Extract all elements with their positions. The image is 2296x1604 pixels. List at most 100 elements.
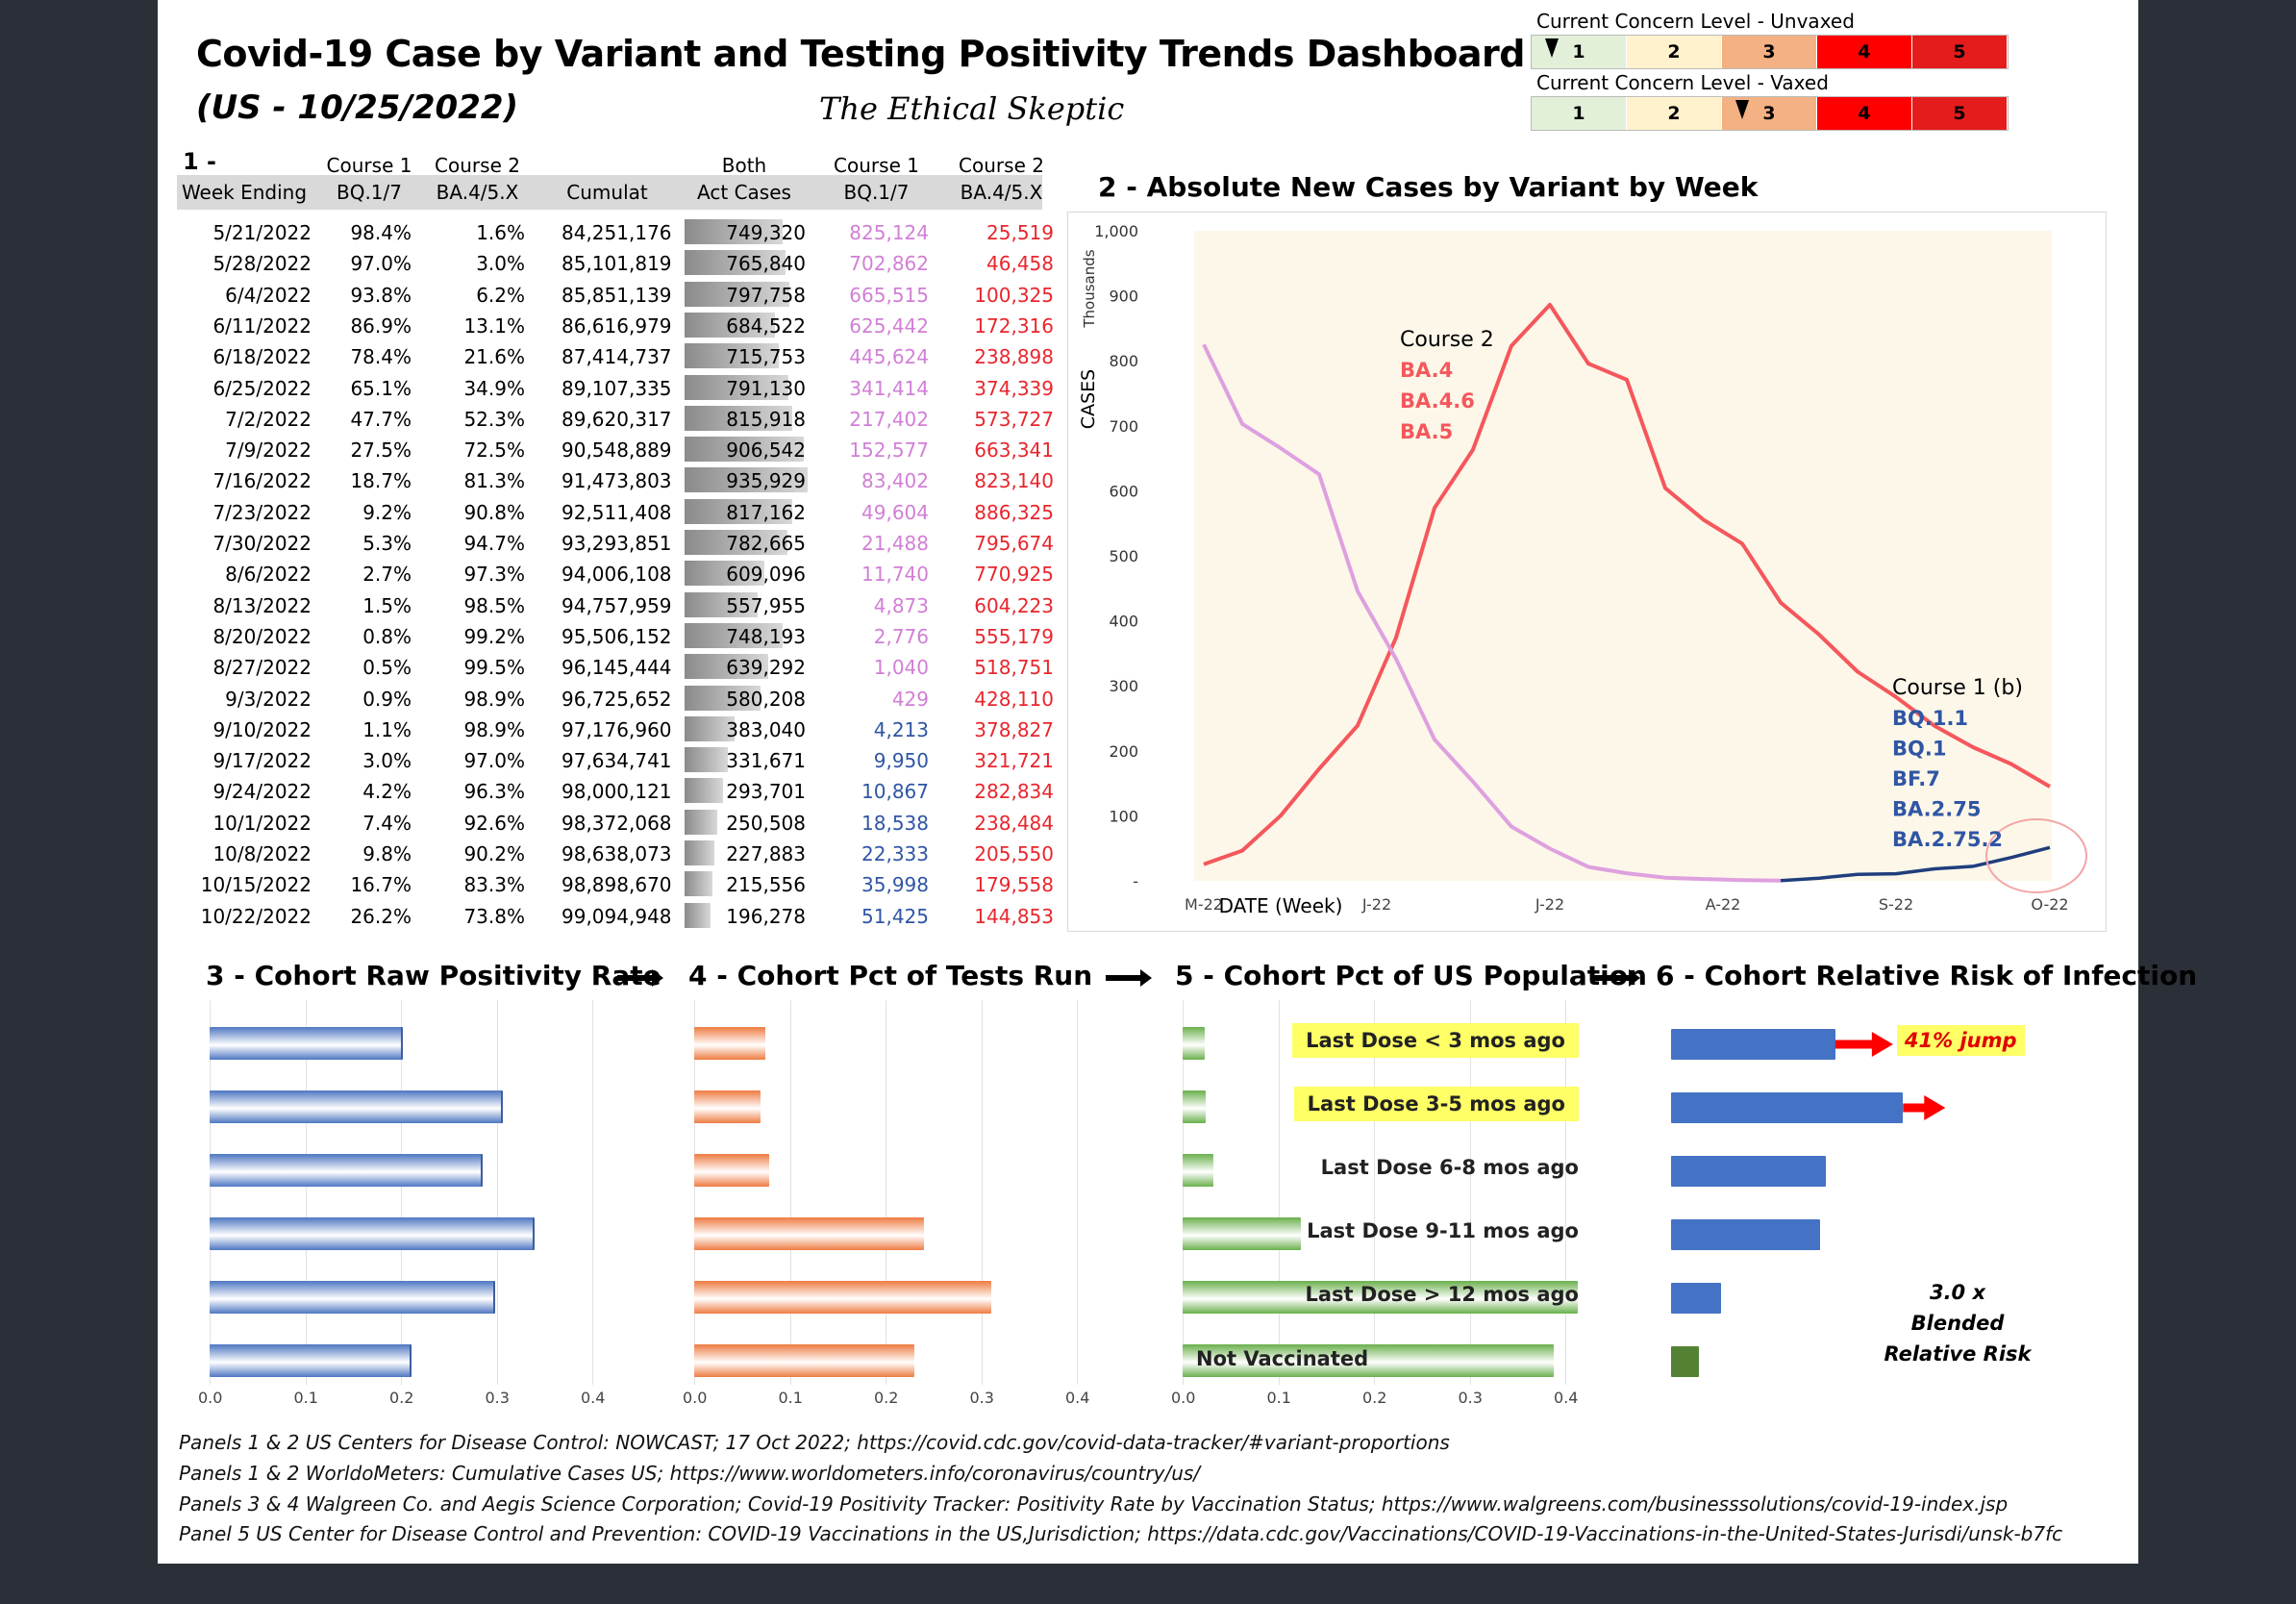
table-cell: 6.2% bbox=[476, 283, 525, 307]
act-cases-bar bbox=[685, 809, 718, 835]
table-cell: 22,333 bbox=[861, 842, 929, 865]
grid-line bbox=[789, 1000, 791, 1385]
table-cell: 331,671 bbox=[726, 749, 806, 773]
table-header-cell: Act Cases bbox=[697, 181, 791, 204]
table-cell: 770,925 bbox=[974, 563, 1054, 587]
course1-variant-label: BF.7 bbox=[1892, 767, 1940, 790]
concern-level-cell: 4 bbox=[1817, 36, 1912, 68]
panel-6-title: 6 - Cohort Relative Risk of Infection bbox=[1656, 960, 2198, 991]
act-cases-bar bbox=[685, 219, 784, 244]
table-cell: 96,725,652 bbox=[562, 687, 672, 711]
table-cell: 196,278 bbox=[726, 904, 806, 928]
jump-arrow-icon bbox=[1924, 1095, 1946, 1120]
table-cell: 604,223 bbox=[974, 593, 1054, 617]
table-cell: 99.5% bbox=[463, 656, 525, 680]
act-cases-bar bbox=[685, 654, 769, 680]
risk-bar bbox=[1671, 1283, 1722, 1314]
table-cell: 152,577 bbox=[849, 439, 929, 463]
x-tick-label: 0.1 bbox=[293, 1389, 318, 1407]
blended-risk-note: 3.0 x Blended Relative Risk bbox=[1871, 1277, 2044, 1369]
current-level-marker-icon bbox=[1735, 100, 1749, 119]
grid-line bbox=[210, 1000, 211, 1385]
x-tick-label: 0.2 bbox=[389, 1389, 414, 1407]
x-tick-label: 0.1 bbox=[1266, 1389, 1291, 1407]
table-row: 7/16/2022 18.7% 81.3% 91,473,803 935,929 83,4… bbox=[177, 465, 1054, 496]
grid-line bbox=[1077, 1000, 1078, 1385]
plot-area bbox=[1194, 231, 2052, 881]
table-cell: 7/16/2022 bbox=[212, 469, 312, 493]
table-row: 9/17/2022 3.0% 97.0% 97,634,741 331,671 9,950… bbox=[177, 745, 1054, 776]
act-cases-bar bbox=[685, 591, 759, 617]
y-tick-label: 1,000 bbox=[1094, 222, 1138, 240]
concern-vaxed-label: Current Concern Level - Vaxed bbox=[1536, 71, 1829, 94]
series-line bbox=[1202, 343, 1782, 883]
table-cell: 84,251,176 bbox=[562, 221, 672, 244]
table-cell: 428,110 bbox=[974, 687, 1054, 711]
table-cell: 93.8% bbox=[350, 283, 412, 307]
table-row: 8/13/2022 1.5% 98.5% 94,757,959 557,955 4,873… bbox=[177, 590, 1054, 621]
act-cases-bar bbox=[685, 715, 736, 741]
act-cases-bar bbox=[685, 281, 790, 307]
table-cell: 906,542 bbox=[726, 439, 806, 463]
act-cases-bar bbox=[685, 437, 804, 463]
table-cell: 797,758 bbox=[726, 283, 806, 307]
x-tick-label: 0.4 bbox=[1554, 1389, 1579, 1407]
table-cell: 93,293,851 bbox=[562, 532, 672, 555]
table-header-row-1: 1 - Course 1 Course 2 Both Course 1 Course 2 bbox=[177, 148, 1044, 179]
table-cell: 8/20/2022 bbox=[212, 624, 312, 648]
table-row: 9/10/2022 1.1% 98.9% 97,176,960 383,040 4,213… bbox=[177, 714, 1054, 745]
x-tick-label: J-22 bbox=[1535, 895, 1564, 914]
table-cell: 7/9/2022 bbox=[225, 439, 312, 463]
act-cases-bar bbox=[685, 250, 786, 276]
grid-line bbox=[1278, 1000, 1280, 1385]
x-tick-label: 0.2 bbox=[1362, 1389, 1387, 1407]
panel-5-title: 5 - Cohort Pct of US Population bbox=[1175, 960, 1647, 991]
table-cell: 765,840 bbox=[726, 252, 806, 276]
table-cell: 98,898,670 bbox=[562, 873, 672, 897]
cohort-bar bbox=[1183, 1027, 1205, 1060]
x-tick-label: 0.0 bbox=[1171, 1389, 1196, 1407]
jump-callout: 41% jump bbox=[1896, 1025, 2025, 1056]
x-tick-label: M-22 bbox=[1185, 895, 1223, 914]
table-cell: 25,519 bbox=[986, 221, 1054, 244]
table-cell: 100,325 bbox=[974, 283, 1054, 307]
table-row: 7/23/2022 9.2% 90.8% 92,511,408 817,162 49,60… bbox=[177, 497, 1054, 528]
table-cell: 4.2% bbox=[362, 780, 412, 804]
cohort-bar bbox=[694, 1281, 992, 1314]
table-cell: 18,538 bbox=[861, 811, 929, 835]
dose-label: Last Dose > 12 mos ago bbox=[1305, 1283, 1579, 1306]
table-cell: 282,834 bbox=[974, 780, 1054, 804]
table-cell: 90,548,889 bbox=[562, 439, 672, 463]
table-cell: 9/17/2022 bbox=[212, 749, 312, 773]
act-cases-bar bbox=[685, 747, 729, 773]
table-cell: 518,751 bbox=[974, 656, 1054, 680]
table-cell: 749,320 bbox=[726, 221, 806, 244]
concern-level-value: 5 bbox=[1953, 41, 1966, 63]
table-header-cell: BA.4/5.X bbox=[960, 181, 1043, 204]
cohort-bar bbox=[694, 1027, 765, 1060]
source-line: Panels 1 & 2 US Centers for Disease Cont… bbox=[179, 1431, 1450, 1454]
table-cell: 665,515 bbox=[849, 283, 929, 307]
table-header-cell: Course 2 bbox=[435, 154, 520, 177]
panel-3-title: 3 - Cohort Raw Positivity Rate bbox=[206, 960, 661, 991]
table-cell: 96.3% bbox=[463, 780, 525, 804]
concern-level-value: 3 bbox=[1762, 41, 1776, 63]
table-cell: 573,727 bbox=[974, 407, 1054, 431]
concern-scale-vaxed: 1 2 3 4 5 bbox=[1531, 96, 2009, 131]
table-row: 6/11/2022 86.9% 13.1% 86,616,979 684,522 625,… bbox=[177, 311, 1054, 341]
table-cell: 823,140 bbox=[974, 469, 1054, 493]
cohort-bar bbox=[210, 1344, 412, 1377]
table-cell: 7/2/2022 bbox=[225, 407, 312, 431]
x-tick-label: 0.4 bbox=[1065, 1389, 1090, 1407]
table-header-cell: Course 1 bbox=[834, 154, 919, 177]
table-cell: 94.7% bbox=[463, 532, 525, 555]
table-cell: 97,176,960 bbox=[562, 717, 672, 741]
current-level-marker-icon bbox=[1545, 38, 1559, 58]
table-cell: 9/10/2022 bbox=[212, 717, 312, 741]
table-cell: 7/30/2022 bbox=[212, 532, 312, 555]
act-cases-bar bbox=[685, 902, 711, 928]
table-cell: 21,488 bbox=[861, 532, 929, 555]
act-cases-bar bbox=[685, 561, 765, 587]
table-cell: 227,883 bbox=[726, 842, 806, 865]
table-cell: 663,341 bbox=[974, 439, 1054, 463]
